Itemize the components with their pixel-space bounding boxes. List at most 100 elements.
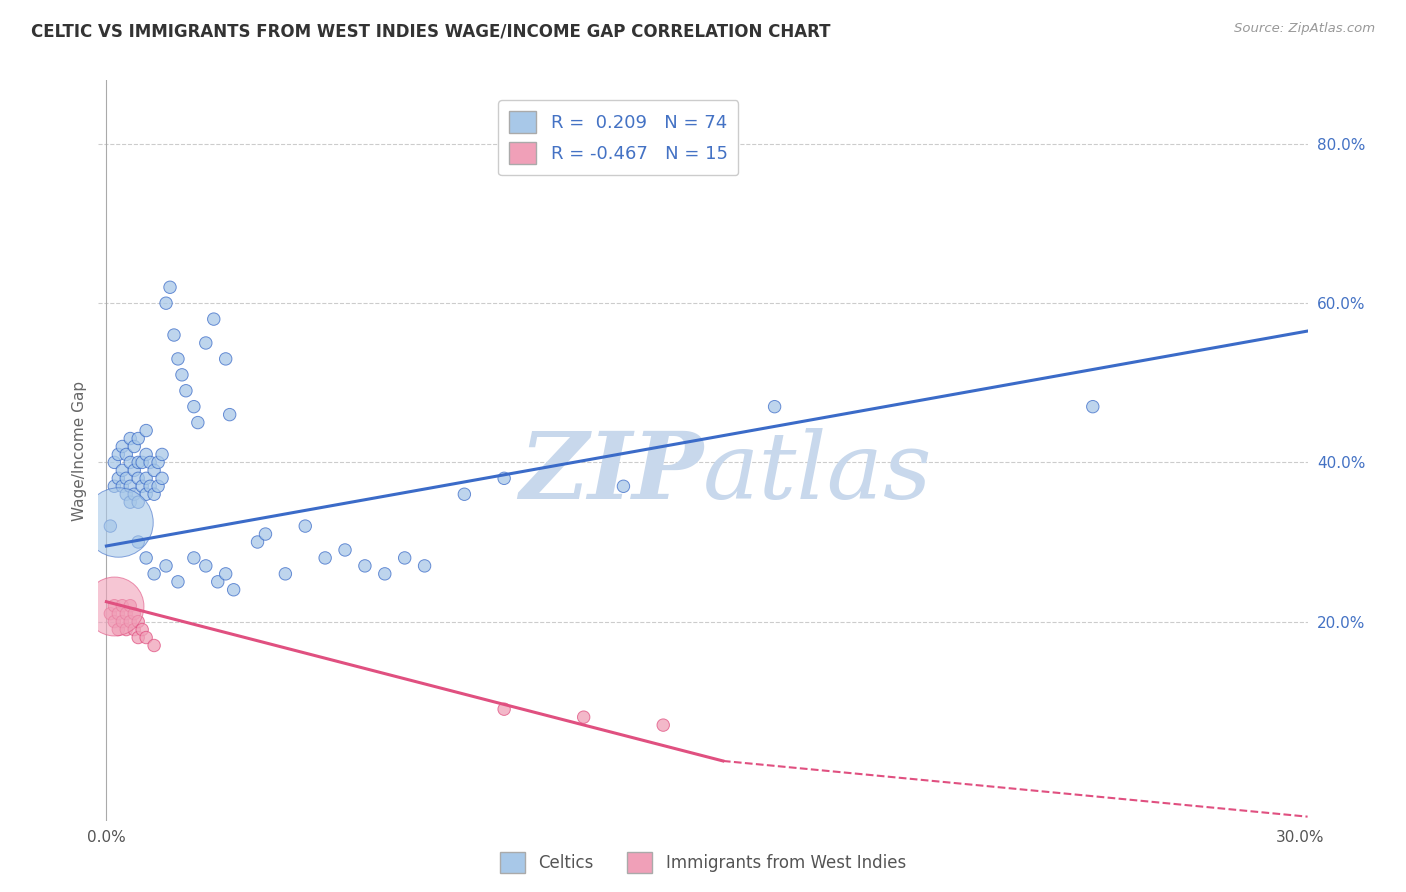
Point xyxy=(194,336,217,351)
Point xyxy=(135,631,157,645)
Point xyxy=(120,432,142,446)
Point xyxy=(183,550,205,565)
Point xyxy=(120,479,142,493)
Point xyxy=(127,615,149,629)
Point xyxy=(111,479,134,493)
Point xyxy=(159,280,181,294)
Point xyxy=(246,535,269,549)
Point xyxy=(111,440,134,454)
Point xyxy=(413,558,436,573)
Point xyxy=(127,631,149,645)
Point xyxy=(374,566,396,581)
Point xyxy=(103,599,125,613)
Point xyxy=(120,455,142,469)
Point xyxy=(146,479,169,493)
Point xyxy=(115,471,138,485)
Point xyxy=(572,710,595,724)
Point xyxy=(183,400,205,414)
Point xyxy=(103,599,125,613)
Point xyxy=(131,455,153,469)
Point xyxy=(135,550,157,565)
Text: Source: ZipAtlas.com: Source: ZipAtlas.com xyxy=(1234,22,1375,36)
Point xyxy=(127,495,149,509)
Point xyxy=(167,574,190,589)
Point xyxy=(143,463,166,477)
Point xyxy=(131,623,153,637)
Point xyxy=(103,615,125,629)
Point xyxy=(146,455,169,469)
Point xyxy=(143,639,166,653)
Point xyxy=(170,368,193,382)
Point xyxy=(222,582,245,597)
Point xyxy=(127,455,149,469)
Point xyxy=(394,550,416,565)
Legend: R =  0.209   N = 74, R = -0.467   N = 15: R = 0.209 N = 74, R = -0.467 N = 15 xyxy=(498,101,738,175)
Text: atlas: atlas xyxy=(703,427,932,517)
Point xyxy=(207,574,229,589)
Point xyxy=(127,471,149,485)
Point xyxy=(122,623,145,637)
Point xyxy=(122,607,145,621)
Point xyxy=(612,479,634,493)
Point xyxy=(652,718,675,732)
Point xyxy=(115,623,138,637)
Point xyxy=(122,463,145,477)
Point xyxy=(135,447,157,461)
Legend: Celtics, Immigrants from West Indies: Celtics, Immigrants from West Indies xyxy=(494,846,912,880)
Point xyxy=(103,455,125,469)
Point xyxy=(139,479,162,493)
Point xyxy=(120,615,142,629)
Point xyxy=(163,328,186,343)
Point xyxy=(494,471,516,485)
Point xyxy=(107,447,129,461)
Point xyxy=(111,599,134,613)
Point xyxy=(294,519,316,533)
Point xyxy=(98,607,121,621)
Point xyxy=(763,400,786,414)
Point xyxy=(115,607,138,621)
Point xyxy=(215,566,238,581)
Y-axis label: Wage/Income Gap: Wage/Income Gap xyxy=(72,380,87,521)
Point xyxy=(218,408,240,422)
Point xyxy=(107,515,129,529)
Point xyxy=(115,487,138,501)
Point xyxy=(122,487,145,501)
Point xyxy=(103,479,125,493)
Point xyxy=(120,495,142,509)
Point xyxy=(194,558,217,573)
Point xyxy=(135,471,157,485)
Point xyxy=(127,535,149,549)
Text: ZIP: ZIP xyxy=(519,427,703,517)
Point xyxy=(314,550,336,565)
Point xyxy=(115,447,138,461)
Point xyxy=(174,384,197,398)
Point xyxy=(494,702,516,716)
Point xyxy=(127,432,149,446)
Point xyxy=(107,607,129,621)
Point xyxy=(120,599,142,613)
Point xyxy=(333,543,356,558)
Point xyxy=(139,455,162,469)
Point xyxy=(155,558,177,573)
Point xyxy=(107,471,129,485)
Point xyxy=(98,519,121,533)
Point xyxy=(155,296,177,310)
Point xyxy=(254,527,277,541)
Text: CELTIC VS IMMIGRANTS FROM WEST INDIES WAGE/INCOME GAP CORRELATION CHART: CELTIC VS IMMIGRANTS FROM WEST INDIES WA… xyxy=(31,22,831,40)
Point xyxy=(274,566,297,581)
Point xyxy=(143,566,166,581)
Point xyxy=(111,463,134,477)
Point xyxy=(453,487,475,501)
Point xyxy=(215,351,238,366)
Point xyxy=(111,615,134,629)
Point xyxy=(131,479,153,493)
Point xyxy=(167,351,190,366)
Point xyxy=(135,424,157,438)
Point xyxy=(135,487,157,501)
Point xyxy=(150,471,173,485)
Point xyxy=(187,416,209,430)
Point xyxy=(143,487,166,501)
Point xyxy=(354,558,377,573)
Point xyxy=(122,440,145,454)
Point xyxy=(150,447,173,461)
